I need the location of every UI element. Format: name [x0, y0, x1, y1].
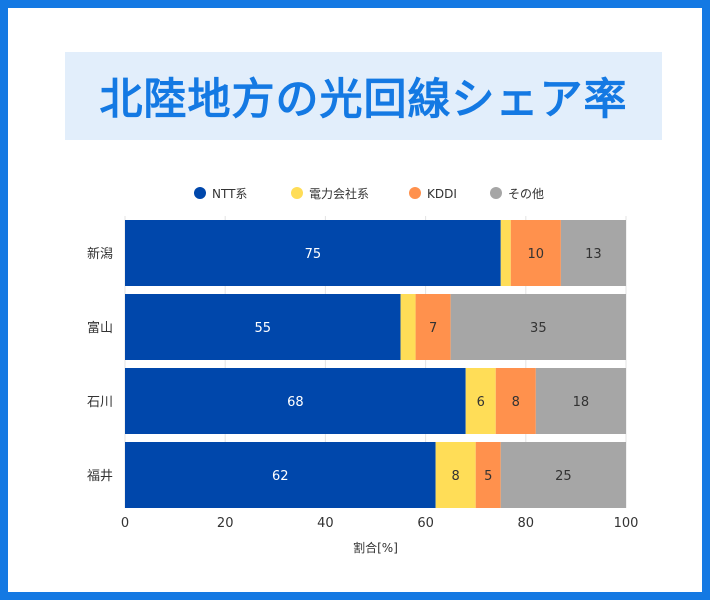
bar-segment [415, 294, 451, 360]
x-tick-label: 100 [614, 516, 639, 531]
data-label: 7 [429, 321, 437, 336]
category-label: 石川 [87, 395, 113, 410]
bar-segment [125, 220, 501, 286]
x-tick-label: 40 [317, 516, 334, 531]
legend-marker [291, 187, 303, 199]
legend-marker [490, 187, 502, 199]
legend-label: NTT系 [212, 187, 247, 201]
bar-segment [495, 368, 536, 434]
legend-label: その他 [508, 187, 544, 201]
x-tick-labels: 0 20 40 60 80 100 [121, 516, 639, 531]
bar-segment [435, 442, 476, 508]
data-label: 5 [484, 469, 492, 484]
legend: NTT系 電力会社系 KDDI その他 [194, 186, 544, 201]
category-label: 新潟 [87, 246, 113, 262]
data-label: 25 [555, 469, 572, 484]
bars [125, 220, 626, 508]
bar-segment [535, 368, 626, 434]
data-label: 55 [255, 321, 272, 336]
bar-segment [400, 294, 416, 360]
data-label: 8 [512, 395, 520, 410]
bar-segment [465, 368, 496, 434]
data-label: 62 [272, 469, 289, 484]
data-label: 68 [287, 395, 304, 410]
category-label: 富山 [87, 320, 113, 336]
data-label: 6 [477, 395, 485, 410]
x-tick-label: 80 [518, 516, 535, 531]
legend-marker [409, 187, 421, 199]
bar-segment [475, 442, 501, 508]
bar-segment [500, 220, 511, 286]
data-label: 75 [305, 247, 322, 262]
bar-segment [560, 220, 626, 286]
legend-label: 電力会社系 [309, 186, 369, 201]
legend-label: KDDI [427, 187, 457, 201]
data-label: 8 [452, 469, 460, 484]
x-tick-label: 0 [121, 516, 129, 531]
chart-title: 北陸地方の光回線シェア率 [99, 75, 628, 125]
x-axis-label: 割合[%] [353, 540, 398, 555]
bar-segment [500, 442, 626, 508]
bar-segment [125, 294, 401, 360]
data-label: 35 [530, 321, 547, 336]
bar-segment [450, 294, 626, 360]
data-label: 13 [585, 247, 602, 262]
data-label: 10 [528, 247, 545, 262]
category-label: 福井 [87, 469, 113, 484]
bar-segment [510, 220, 561, 286]
x-tick-label: 20 [217, 516, 234, 531]
x-tick-label: 60 [417, 516, 434, 531]
legend-marker [194, 187, 206, 199]
bar-segment [125, 368, 466, 434]
title-banner: 北陸地方の光回線シェア率 [65, 52, 662, 140]
bar-segment [125, 442, 436, 508]
data-label: 18 [573, 395, 590, 410]
